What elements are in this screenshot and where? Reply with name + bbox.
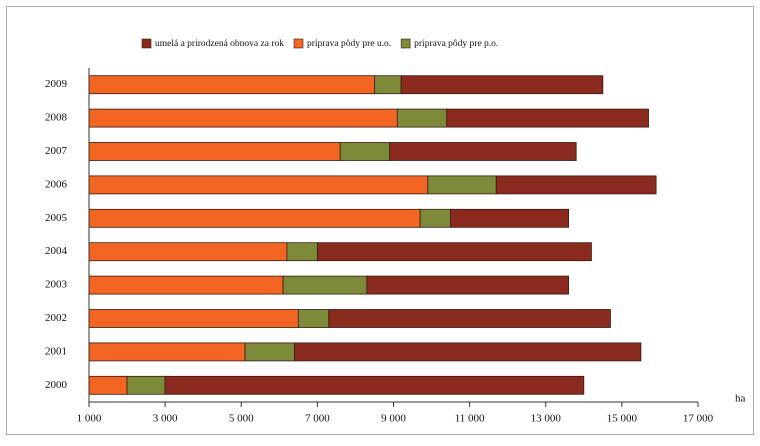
bar-segment bbox=[164, 375, 585, 395]
bar-segment bbox=[88, 242, 288, 262]
bar-segment bbox=[396, 108, 448, 128]
y-tick-label: 2008 bbox=[45, 112, 68, 124]
legend-swatch bbox=[141, 38, 152, 49]
y-tick-label: 2006 bbox=[45, 178, 68, 190]
x-tick-label: 5 000 bbox=[229, 413, 254, 425]
x-tick-label: 15 000 bbox=[607, 413, 638, 425]
bar-segment bbox=[282, 275, 368, 295]
y-tick-label: 2001 bbox=[45, 345, 67, 357]
bar-segment bbox=[400, 75, 604, 95]
legend-label: príprava pôdy pre p.o. bbox=[414, 39, 498, 49]
bar-segment bbox=[495, 175, 657, 195]
bar-segment bbox=[126, 375, 166, 395]
y-tick-label: 2005 bbox=[45, 212, 68, 224]
bar-segment bbox=[374, 75, 402, 95]
x-tick-label: 7 000 bbox=[305, 413, 330, 425]
y-tick-label: 2007 bbox=[45, 145, 68, 157]
bar-segment bbox=[419, 208, 451, 228]
bar-segment bbox=[244, 342, 295, 362]
y-tick-label: 2003 bbox=[45, 279, 68, 291]
x-tick-label: 1 000 bbox=[77, 413, 102, 425]
bar-segment bbox=[366, 275, 569, 295]
y-tick-label: 2002 bbox=[45, 312, 67, 324]
x-axis-label: ha bbox=[735, 393, 746, 405]
x-tick-label: 17 000 bbox=[683, 413, 714, 425]
bar-segment bbox=[88, 108, 398, 128]
bar-segment bbox=[88, 208, 421, 228]
x-tick-label: 3 000 bbox=[153, 413, 178, 425]
bar-segment bbox=[88, 375, 128, 395]
bar-segment bbox=[328, 309, 611, 328]
bar-segment bbox=[339, 142, 391, 161]
bar-segment bbox=[88, 75, 375, 95]
bar-segment bbox=[316, 242, 592, 262]
bar-segment bbox=[294, 342, 642, 362]
y-tick-label: 2000 bbox=[45, 379, 68, 391]
legend-label: umelá a prirodzená obnova za rok bbox=[155, 39, 284, 49]
frame bbox=[6, 6, 754, 435]
bar-segment bbox=[88, 142, 341, 161]
bar-segment bbox=[88, 309, 299, 328]
legend-label: príprava pôdy pre u.o. bbox=[307, 39, 391, 49]
y-tick-label: 2009 bbox=[45, 78, 68, 90]
bar-segment bbox=[389, 142, 577, 161]
bar-segment bbox=[450, 208, 569, 228]
x-tick-label: 11 000 bbox=[455, 413, 485, 425]
bar-segment bbox=[286, 242, 318, 262]
bar-segment bbox=[297, 309, 330, 328]
bar-segment bbox=[446, 108, 649, 128]
legend-swatch bbox=[400, 38, 411, 49]
bar-segment bbox=[88, 342, 246, 362]
bar-segment bbox=[88, 175, 429, 195]
bar-segment bbox=[427, 175, 497, 195]
bar-segment bbox=[88, 275, 284, 295]
legend-swatch bbox=[293, 38, 304, 49]
x-tick-label: 13 000 bbox=[531, 413, 562, 425]
x-tick-label: 9 000 bbox=[381, 413, 406, 425]
y-tick-label: 2004 bbox=[45, 245, 68, 257]
